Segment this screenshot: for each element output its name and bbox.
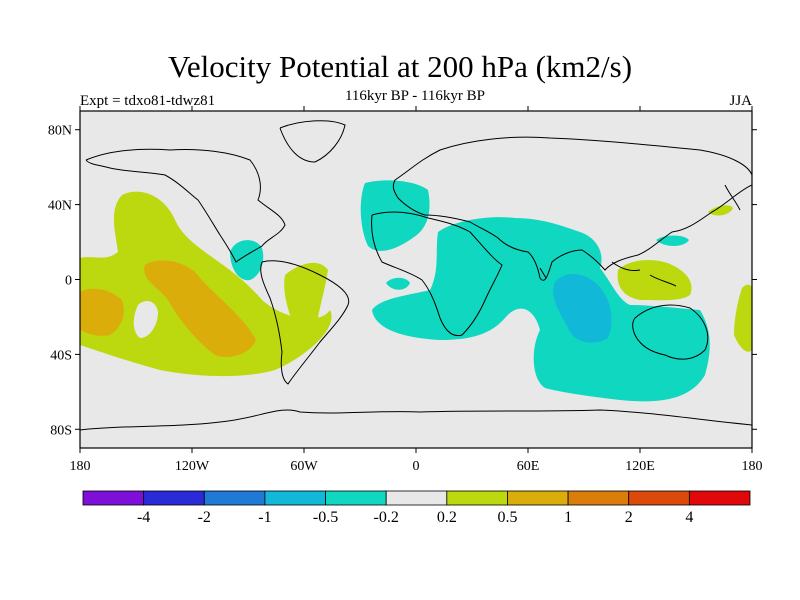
- lat-tick-label: 40N: [48, 199, 72, 214]
- coast-greenland: [279, 120, 346, 163]
- colorbar-label: -0.5: [313, 509, 338, 526]
- coastlines: [80, 120, 752, 431]
- region-africa-negative: [360, 180, 430, 251]
- colorbar-label: 1: [564, 509, 572, 526]
- region-pacific-core-east: [144, 260, 256, 358]
- colorbar-label: -2: [198, 509, 211, 526]
- period-label: 116kyr BP - 116kyr BP: [344, 88, 485, 104]
- colorbar-label: 2: [625, 509, 633, 526]
- colorbar-label: -1: [258, 509, 271, 526]
- colorbar-swatch: [446, 490, 508, 506]
- lat-tick-label: 80N: [48, 124, 72, 139]
- lon-tick-label: 120E: [625, 459, 655, 474]
- lon-tick-label: 60E: [517, 459, 540, 474]
- lat-tick-label: 0: [65, 274, 72, 289]
- region-pacific-gap: [133, 300, 158, 338]
- coast-africa: [371, 211, 503, 337]
- lat-tick-label: 80S: [50, 423, 72, 438]
- coast-antarctica: [80, 409, 752, 431]
- lon-tick-label: 0: [413, 459, 420, 474]
- region-npacific-positive: [708, 205, 733, 216]
- colorbar-swatch: [325, 490, 387, 506]
- region-indian-negative: [372, 217, 710, 402]
- region-atlantic-negative-patch: [386, 277, 410, 290]
- plot-title: Velocity Potential at 200 hPa (km2/s): [167, 49, 633, 84]
- colorbar-swatch: [628, 490, 690, 506]
- lon-tick-label: 180: [742, 459, 763, 474]
- colorbar-swatch: [143, 490, 205, 506]
- lon-tick-label: 120W: [175, 459, 210, 474]
- colorbar-swatch: [385, 490, 448, 506]
- colorbar-swatch: [264, 490, 326, 506]
- region-indian-core-negative: [553, 274, 612, 343]
- region-westpacific-positive: [734, 284, 752, 352]
- colorbar-swatch: [567, 490, 630, 506]
- coast-europe-asia: [392, 136, 752, 281]
- latitude-axis: 80N 40N 0 40S 80S: [48, 124, 757, 438]
- colorbar: -4 -2 -1 -0.5 -0.2 0.2 0.5 1 2 4: [82, 490, 751, 526]
- lon-tick-label: 60W: [290, 459, 318, 474]
- lon-tick-label: 180: [70, 459, 91, 474]
- colorbar-label: 4: [685, 509, 693, 526]
- lat-tick-label: 40S: [50, 348, 72, 363]
- season-label: JJA: [729, 93, 752, 109]
- coast-south-america: [260, 260, 350, 385]
- colorbar-label: 0.2: [437, 509, 457, 526]
- colorbar-swatch: [688, 490, 751, 506]
- colorbar-label: 0.5: [497, 509, 517, 526]
- colorbar-swatch: [507, 490, 569, 506]
- shaded-regions: [80, 180, 752, 402]
- colorbar-label: -4: [137, 509, 150, 526]
- colorbar-swatch: [82, 490, 145, 506]
- colorbar-label: -0.2: [374, 509, 399, 526]
- coast-islands: [539, 184, 741, 287]
- region-atlantic-positive: [284, 262, 328, 330]
- region-pacific-core-west: [80, 288, 124, 336]
- coast-australia: [632, 304, 709, 360]
- coast-north-america: [85, 148, 286, 263]
- longitude-axis: 180 120W 60W 0 60E 120E 180: [70, 106, 763, 474]
- experiment-label: Expt = tdxo81-tdwz81: [80, 93, 216, 109]
- colorbar-swatch: [203, 490, 266, 506]
